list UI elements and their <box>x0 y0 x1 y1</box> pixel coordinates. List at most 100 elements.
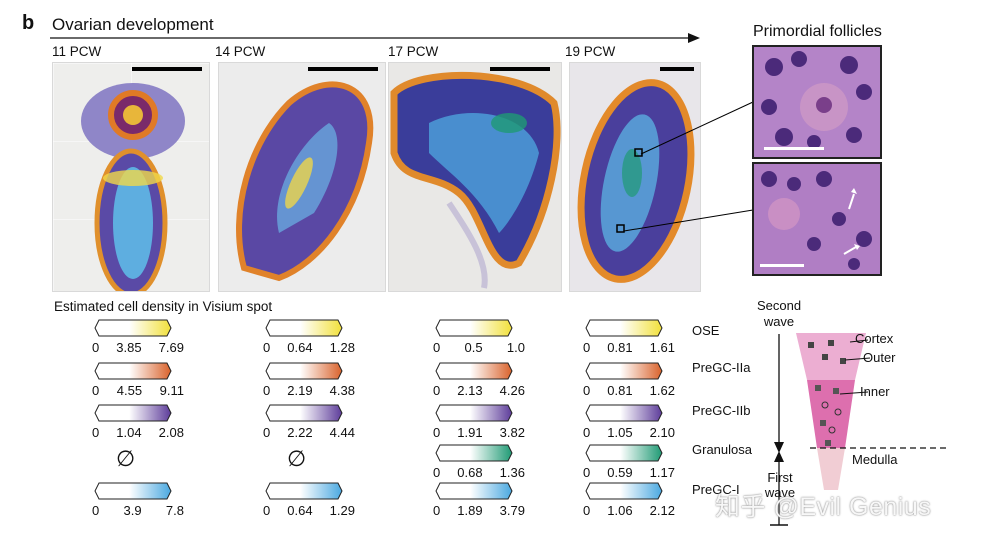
scale-bar <box>308 67 378 71</box>
color-scale-bar <box>265 362 343 380</box>
density-legend-title: Estimated cell density in Visium spot <box>54 299 273 314</box>
scale-tick-labels: 0 2.19 4.38 <box>263 383 355 398</box>
color-scale-bar <box>265 319 343 337</box>
scale-tick: 0 <box>433 503 441 518</box>
scale-tick: 1.05 <box>607 425 633 440</box>
color-scale-bar <box>435 319 513 337</box>
scale-tick: 2.12 <box>649 503 675 518</box>
color-scale-bar <box>435 362 513 380</box>
scale-tick: 0.5 <box>464 340 483 355</box>
scale-tick: 7.69 <box>158 340 184 355</box>
color-scale-bar <box>435 444 513 462</box>
follicle-inset-top <box>752 45 882 159</box>
scale-tick: 0 <box>583 465 591 480</box>
watermark: 知乎 @Evil Genius <box>715 493 932 521</box>
inset-connector-lines <box>623 101 754 232</box>
scale-tick-labels: 0 0.64 1.28 <box>263 340 355 355</box>
tissue-section-17pcw <box>388 62 562 292</box>
scale-tick-labels: 0 3.85 7.69 <box>92 340 184 355</box>
cell-type-label: PreGC-IIb <box>692 403 751 418</box>
scale-tick-labels: 0 0.81 1.61 <box>583 340 675 355</box>
tissue-section-11pcw <box>52 62 210 292</box>
scale-tick: 0.68 <box>457 465 483 480</box>
scale-tick: 0 <box>583 503 591 518</box>
scale-tick: 0 <box>433 465 441 480</box>
scale-tick: 9.11 <box>159 383 184 398</box>
scale-tick: 0 <box>92 383 100 398</box>
color-scale-bar <box>585 404 663 422</box>
cell-type-label: OSE <box>692 323 720 338</box>
color-scale-bar <box>435 482 513 500</box>
scale-tick: 0 <box>92 340 100 355</box>
follicle-inset-bottom <box>752 162 882 276</box>
inset-title: Primordial follicles <box>753 23 882 40</box>
timepoint-label: 19 PCW <box>565 44 616 59</box>
tissue-section-14pcw <box>218 62 386 292</box>
scale-tick: 0 <box>263 425 271 440</box>
timepoint-label: 17 PCW <box>388 44 439 59</box>
cell-type-label: PreGC-IIa <box>692 360 751 375</box>
scale-tick: 4.44 <box>329 425 355 440</box>
scale-tick: 1.91 <box>457 425 483 440</box>
color-scale-bar <box>94 362 172 380</box>
second-wave-label: Second wave <box>756 298 802 329</box>
empty-scale-symbol: ∅ <box>116 446 136 471</box>
scale-tick: 0.81 <box>607 383 633 398</box>
scale-tick: 0 <box>263 383 271 398</box>
scale-tick: 0 <box>583 383 591 398</box>
scale-tick-labels: 0 4.55 9.11 <box>92 383 184 398</box>
color-scale-bar <box>585 482 663 500</box>
scale-tick-labels: 0 1.05 2.10 <box>583 425 675 440</box>
color-scale-bar <box>94 482 172 500</box>
scale-tick: 1.29 <box>329 503 355 518</box>
scale-tick: 4.26 <box>499 383 525 398</box>
scale-tick-labels: 0 0.68 1.36 <box>433 465 525 480</box>
timepoint-label: 14 PCW <box>215 44 266 59</box>
scale-tick: 2.22 <box>287 425 313 440</box>
scale-tick: 3.79 <box>499 503 525 518</box>
scale-tick: 0.59 <box>607 465 633 480</box>
first-wave-label: First wave <box>764 470 796 500</box>
color-scale-bar <box>585 444 663 462</box>
figure-title: Ovarian development <box>52 15 214 34</box>
color-scale-bar <box>585 362 663 380</box>
scale-tick: 7.8 <box>165 503 184 518</box>
tissue-section-19pcw <box>569 62 701 292</box>
follicle-wave-diagram <box>770 333 950 526</box>
scale-tick: 0 <box>433 425 441 440</box>
scale-tick: 2.19 <box>287 383 313 398</box>
outer-label: Outer <box>863 350 896 365</box>
scale-tick: 0 <box>263 340 271 355</box>
scale-tick: 0 <box>263 503 271 518</box>
scale-tick: 1.61 <box>649 340 675 355</box>
timeline-arrow <box>50 33 700 43</box>
scale-tick: 1.36 <box>499 465 525 480</box>
cortex-label: Cortex <box>855 331 894 346</box>
cell-type-label: PreGC-I <box>692 482 740 497</box>
scale-tick-labels: 0 0.64 1.29 <box>263 503 355 518</box>
scale-tick: 0 <box>433 340 441 355</box>
scale-tick-labels: 0 1.04 2.08 <box>92 425 184 440</box>
scale-tick-labels: 0 1.06 2.12 <box>583 503 675 518</box>
scale-tick: 1.06 <box>607 503 633 518</box>
scale-tick-labels: 0 0.81 1.62 <box>583 383 675 398</box>
scale-tick: 0 <box>583 340 591 355</box>
scale-tick: 4.38 <box>329 383 355 398</box>
scale-bar <box>490 67 550 71</box>
scale-tick: 0.64 <box>287 503 313 518</box>
scale-tick: 4.55 <box>116 383 143 398</box>
scale-tick: 2.08 <box>158 425 184 440</box>
medulla-label: Medulla <box>852 452 898 467</box>
scale-tick: 1.17 <box>649 465 675 480</box>
scale-tick-labels: 0 1.89 3.79 <box>433 503 525 518</box>
color-scale-bar <box>265 404 343 422</box>
scale-tick: 2.13 <box>457 383 483 398</box>
scale-tick: 0 <box>583 425 591 440</box>
color-scale-bar <box>94 319 172 337</box>
scale-tick: 2.10 <box>649 425 675 440</box>
scale-tick: 0 <box>92 503 100 518</box>
panel-label: b <box>22 12 35 34</box>
scale-tick: 1.62 <box>649 383 675 398</box>
scale-tick-labels: 0 0.59 1.17 <box>583 465 675 480</box>
scale-tick-labels: 0 2.13 4.26 <box>433 383 525 398</box>
